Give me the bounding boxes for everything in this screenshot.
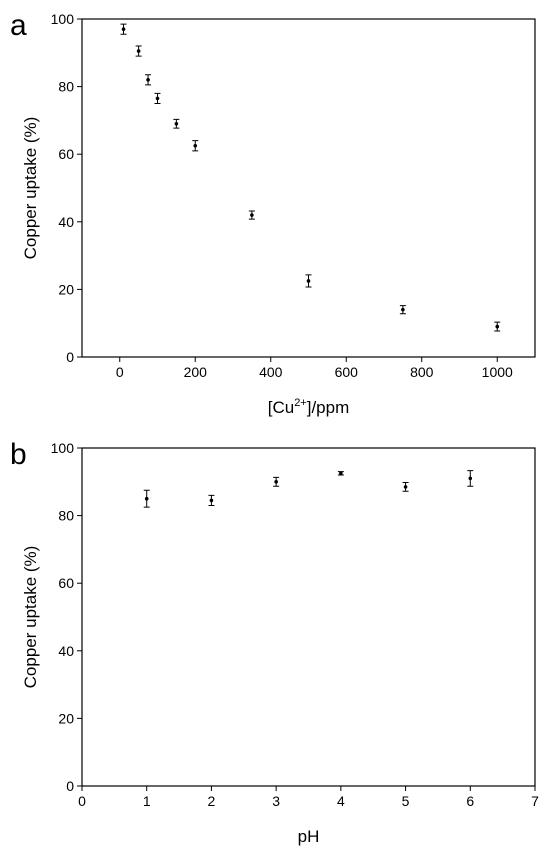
x-tick-label: 1000 bbox=[482, 364, 513, 380]
panel-label: a bbox=[10, 9, 27, 42]
x-axis-label-sup: 2+ bbox=[294, 397, 307, 409]
y-tick-label: 100 bbox=[51, 440, 75, 456]
y-tick-label: 0 bbox=[66, 349, 74, 365]
data-point bbox=[403, 485, 408, 489]
x-axis-label: pH bbox=[298, 827, 320, 846]
y-tick-label: 80 bbox=[58, 79, 74, 95]
data-point bbox=[144, 496, 149, 501]
y-tick-label: 40 bbox=[58, 643, 74, 659]
y-tick-label: 20 bbox=[58, 710, 74, 726]
x-tick-label: 800 bbox=[410, 364, 434, 380]
x-tick-label: 600 bbox=[335, 364, 359, 380]
data-point bbox=[174, 121, 179, 126]
x-tick-label: 1 bbox=[143, 793, 151, 809]
x-axis-label-end: ]/ppm bbox=[307, 398, 350, 417]
x-tick-label: 2 bbox=[208, 793, 216, 809]
x-tick-label: 5 bbox=[402, 793, 410, 809]
data-point bbox=[250, 213, 254, 217]
data-point bbox=[193, 143, 198, 148]
x-axis-label-main: pH bbox=[298, 827, 320, 846]
data-point bbox=[339, 471, 343, 476]
x-axis-label-main: [Cu bbox=[268, 398, 294, 417]
x-tick-label: 3 bbox=[272, 793, 280, 809]
data-point bbox=[274, 480, 278, 484]
y-tick-label: 100 bbox=[51, 11, 75, 27]
x-tick-label: 400 bbox=[259, 364, 283, 380]
panel-label: b bbox=[10, 438, 27, 471]
data-point bbox=[121, 27, 126, 31]
data-point bbox=[155, 96, 160, 101]
x-tick-label: 6 bbox=[466, 793, 474, 809]
data-point bbox=[468, 476, 473, 481]
y-tick-label: 40 bbox=[58, 214, 74, 230]
data-point bbox=[146, 78, 150, 82]
x-tick-label: 7 bbox=[531, 793, 539, 809]
y-tick-label: 60 bbox=[58, 146, 74, 162]
data-point bbox=[136, 49, 141, 53]
data-point bbox=[401, 307, 405, 312]
x-tick-label: 0 bbox=[116, 364, 124, 380]
x-tick-label: 200 bbox=[184, 364, 208, 380]
data-point bbox=[209, 498, 214, 503]
y-tick-label: 80 bbox=[58, 508, 74, 524]
y-axis-label: Copper uptake (%) bbox=[21, 117, 40, 260]
y-tick-label: 0 bbox=[66, 778, 74, 794]
data-point bbox=[306, 279, 311, 283]
x-tick-label: 4 bbox=[337, 793, 345, 809]
y-axis-label: Copper uptake (%) bbox=[21, 546, 40, 689]
data-point bbox=[495, 324, 500, 329]
y-tick-label: 60 bbox=[58, 575, 74, 591]
x-axis-label: [Cu2+]/ppm bbox=[268, 397, 350, 417]
y-tick-label: 20 bbox=[58, 281, 74, 297]
x-tick-label: 0 bbox=[78, 793, 86, 809]
plot-frame bbox=[81, 447, 536, 787]
plot-frame bbox=[81, 18, 536, 358]
